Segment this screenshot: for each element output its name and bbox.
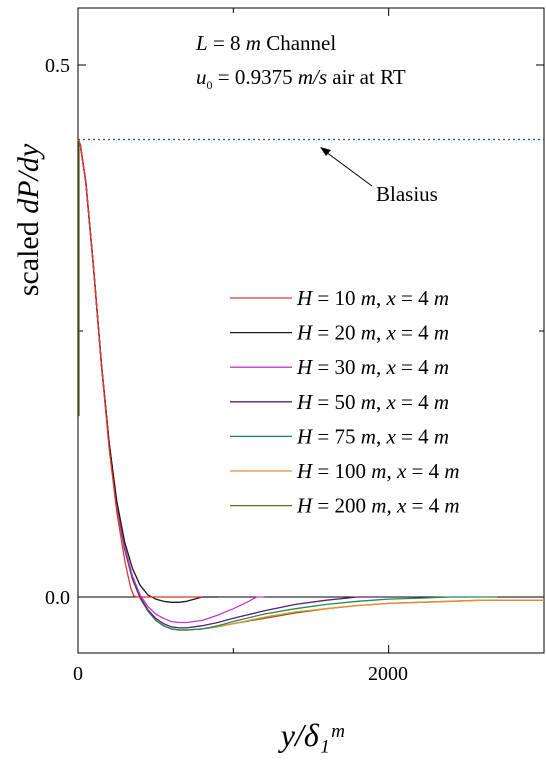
annotation-u-sub: 0: [207, 78, 213, 92]
annotation-u: u: [196, 65, 207, 89]
annotation-L: L: [195, 31, 208, 55]
annotation-L-eq: = 8: [208, 31, 246, 55]
blasius-arrow-head: [320, 147, 331, 156]
series-line-H10: [77, 139, 203, 598]
series-line-H50: [77, 139, 389, 629]
x-axis-label: y/δ₁ᵐ: [278, 717, 345, 753]
legend-label-H75: H = 75 m, x = 4 m: [296, 424, 449, 448]
series-line-H75: [77, 139, 498, 631]
annotation-channel: Channel: [261, 31, 336, 55]
series-line-H200: [77, 139, 544, 631]
annotation-m: m: [246, 31, 261, 55]
blasius-label: Blasius: [376, 182, 438, 206]
annotation-unit: m/s: [298, 65, 327, 89]
legend-label-H50: H = 50 m, x = 4 m: [296, 390, 449, 414]
annotation-tail: air at RT: [327, 65, 406, 89]
legend-label-H10: H = 10 m, x = 4 m: [296, 286, 449, 310]
legend-label-H200: H = 200 m, x = 4 m: [296, 494, 460, 518]
series-line-H100: [77, 139, 544, 631]
legend: H = 10 m, x = 4 m H = 20 m, x = 4 m H = 30…: [230, 286, 460, 518]
annotation-line-2: u0 = 0.9375 m/s air at RT: [196, 65, 406, 92]
legend-label-H30: H = 30 m, x = 4 m: [296, 355, 449, 379]
y-axis-label-text: scaled dP/dy: [12, 143, 45, 296]
y-tick-label-0.5: 0.5: [45, 55, 70, 77]
series-line-H20: [77, 139, 218, 603]
annotation-u-eq: = 0.9375: [213, 65, 298, 89]
annotation-line-1: L = 8 m Channel: [195, 31, 336, 55]
y-axis-label: scaled dP/dy: [12, 143, 45, 296]
x-tick-label-2000: 2000: [368, 663, 408, 685]
series-lines: [77, 139, 544, 631]
legend-label-H20: H = 20 m, x = 4 m: [296, 321, 449, 345]
series-line-H30: [77, 139, 265, 624]
blasius-arrow-line: [325, 151, 373, 187]
y-tick-label-0.0: 0.0: [45, 587, 70, 609]
legend-label-H100: H = 100 m, x = 4 m: [296, 459, 460, 483]
x-tick-label-0: 0: [73, 663, 83, 685]
